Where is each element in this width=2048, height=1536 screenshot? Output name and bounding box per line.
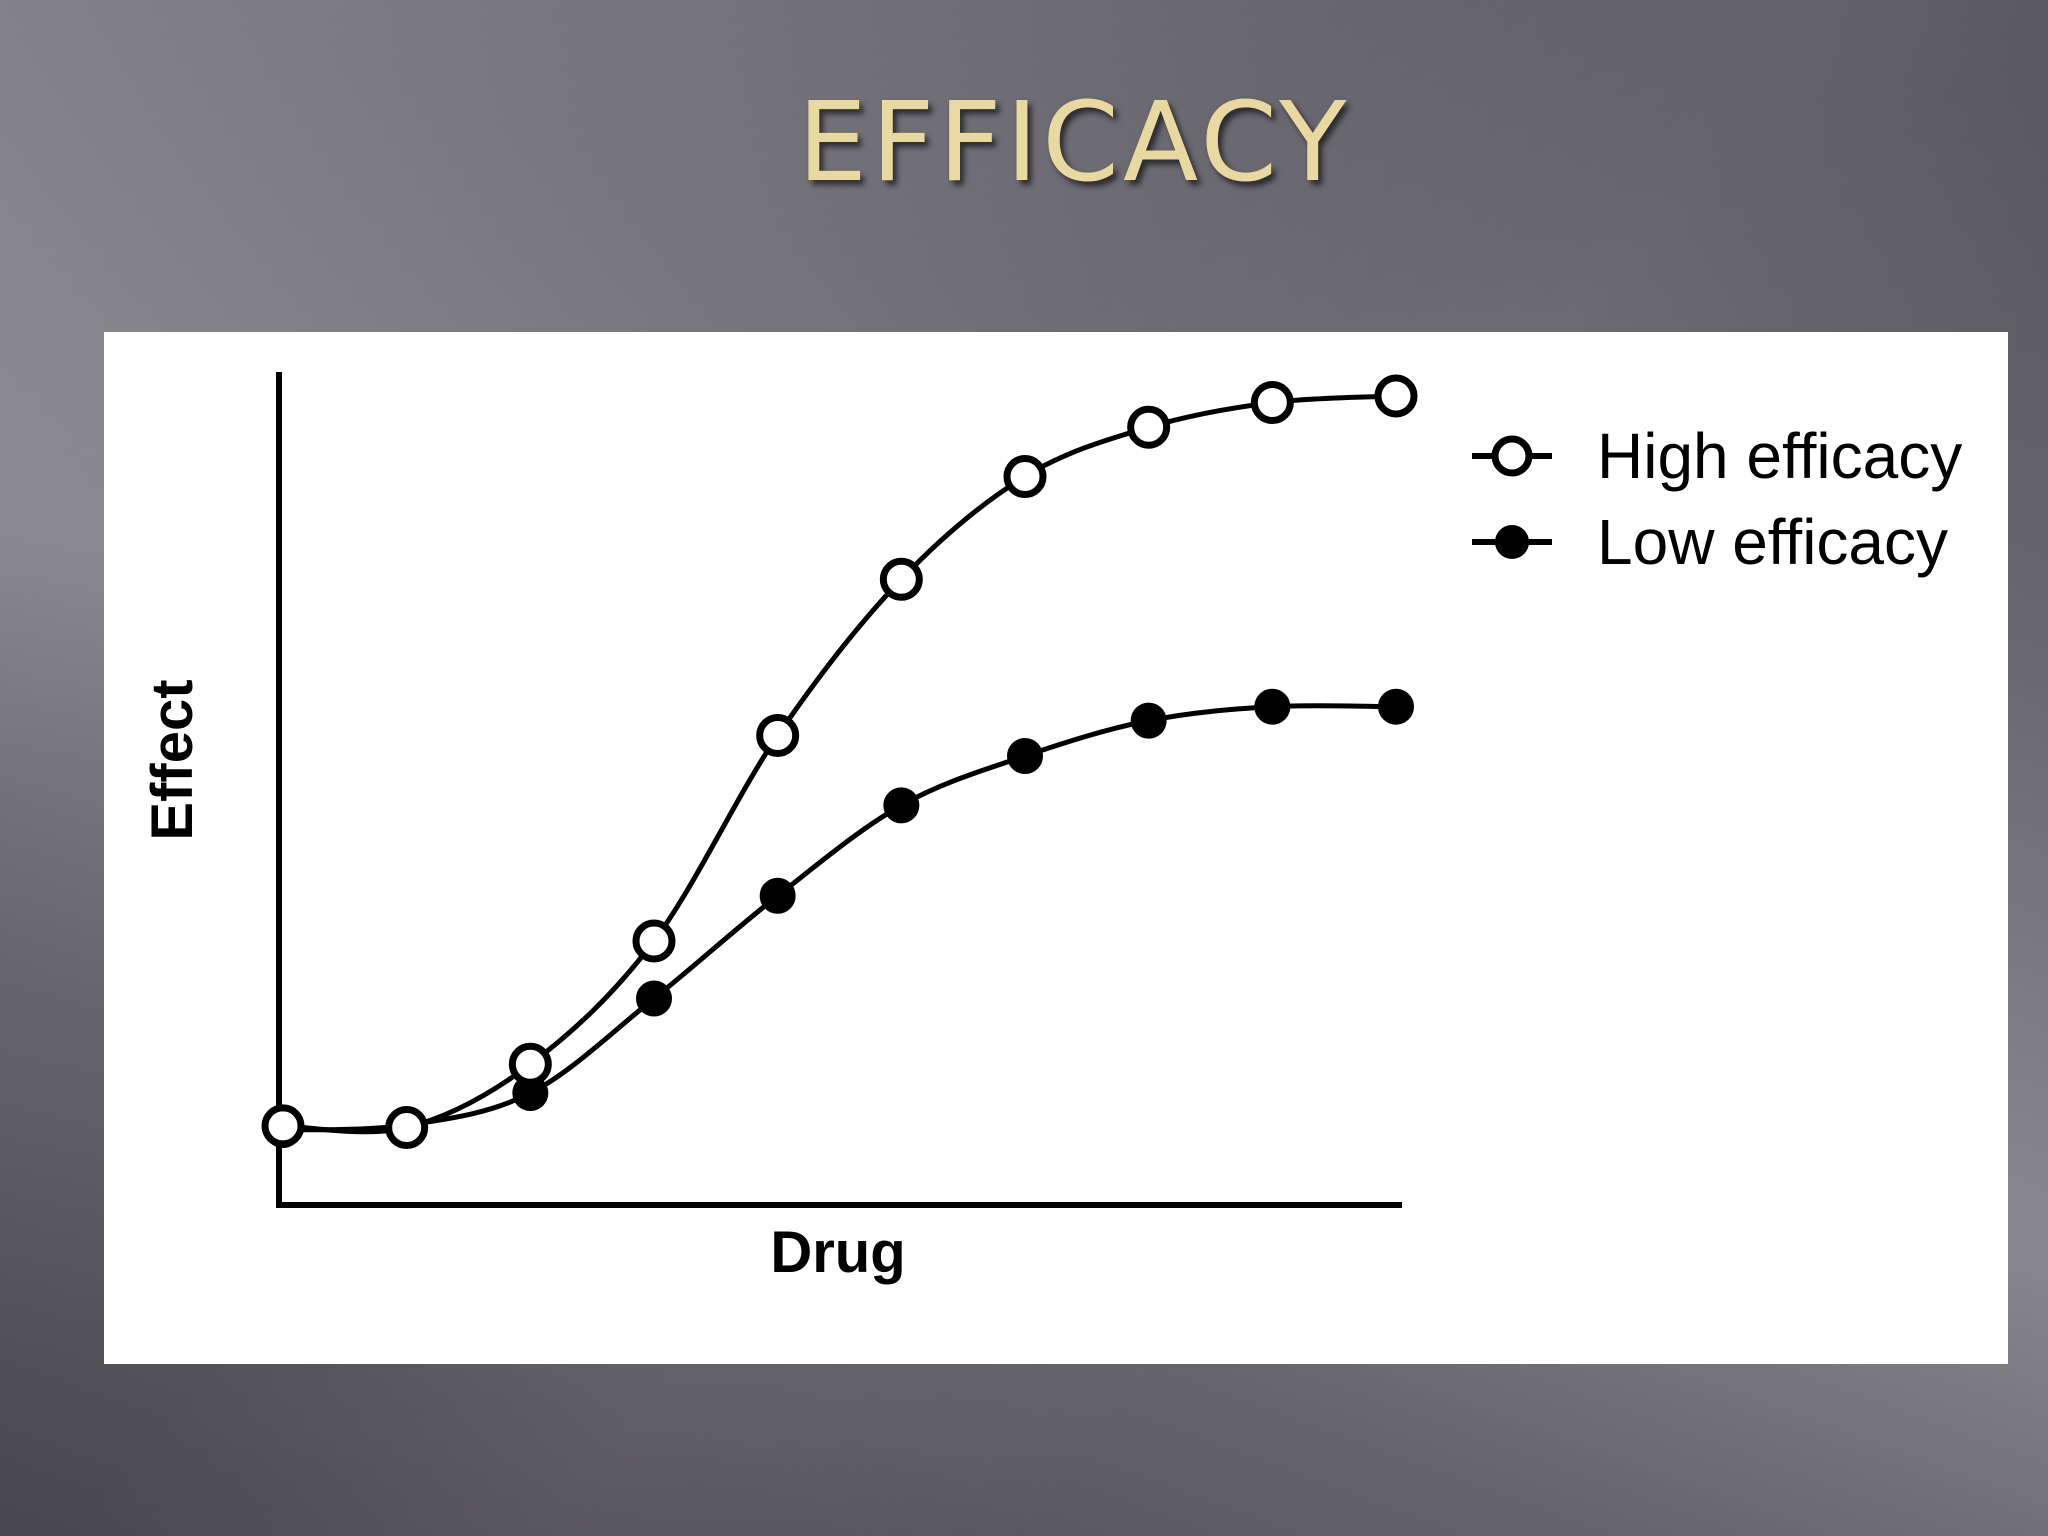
series-line-low-efficacy	[282, 703, 1397, 1133]
data-point-high-efficacy-9	[1374, 374, 1418, 418]
data-point-low-efficacy-4	[759, 877, 796, 914]
chart-axes	[276, 372, 1402, 1208]
x-axis-label: Drug	[770, 1220, 905, 1285]
chart-markers	[261, 374, 1418, 1150]
legend-item-high-efficacy: High efficacy	[1472, 420, 1962, 492]
data-point-high-efficacy-4	[756, 713, 800, 757]
legend-marker-low-efficacy	[1495, 525, 1529, 559]
efficacy-chart: Drug Effect High efficacy Low efficacy	[140, 372, 1962, 1285]
slide-title: EFFICACY	[797, 78, 1351, 206]
legend-marker-high-efficacy	[1491, 435, 1533, 477]
data-point-high-efficacy-7	[1127, 405, 1171, 449]
chart-curves	[282, 393, 1397, 1135]
data-point-high-efficacy-5	[879, 557, 923, 601]
data-point-low-efficacy-3	[636, 980, 672, 1017]
data-point-high-efficacy-2	[508, 1042, 552, 1086]
chart-panel: Drug Effect High efficacy Low efficacy	[104, 332, 2008, 1364]
data-point-high-efficacy-0	[261, 1104, 305, 1148]
data-point-high-efficacy-3	[632, 919, 676, 963]
data-point-high-efficacy-8	[1250, 381, 1294, 425]
data-point-high-efficacy-6	[1003, 455, 1047, 499]
data-point-low-efficacy-6	[1007, 738, 1043, 775]
legend-label-high-efficacy: High efficacy	[1597, 420, 1962, 492]
legend-item-low-efficacy: Low efficacy	[1472, 506, 1948, 578]
series-line-high-efficacy	[282, 393, 1397, 1135]
legend-label-low-efficacy: Low efficacy	[1597, 506, 1948, 578]
data-point-high-efficacy-1	[385, 1106, 429, 1150]
data-point-low-efficacy-7	[1130, 702, 1167, 739]
data-point-low-efficacy-5	[883, 787, 920, 824]
data-point-low-efficacy-8	[1254, 688, 1291, 725]
chart-legend: High efficacy Low efficacy	[1472, 420, 1962, 578]
data-point-low-efficacy-9	[1378, 688, 1414, 725]
y-axis-label: Effect	[140, 679, 205, 840]
